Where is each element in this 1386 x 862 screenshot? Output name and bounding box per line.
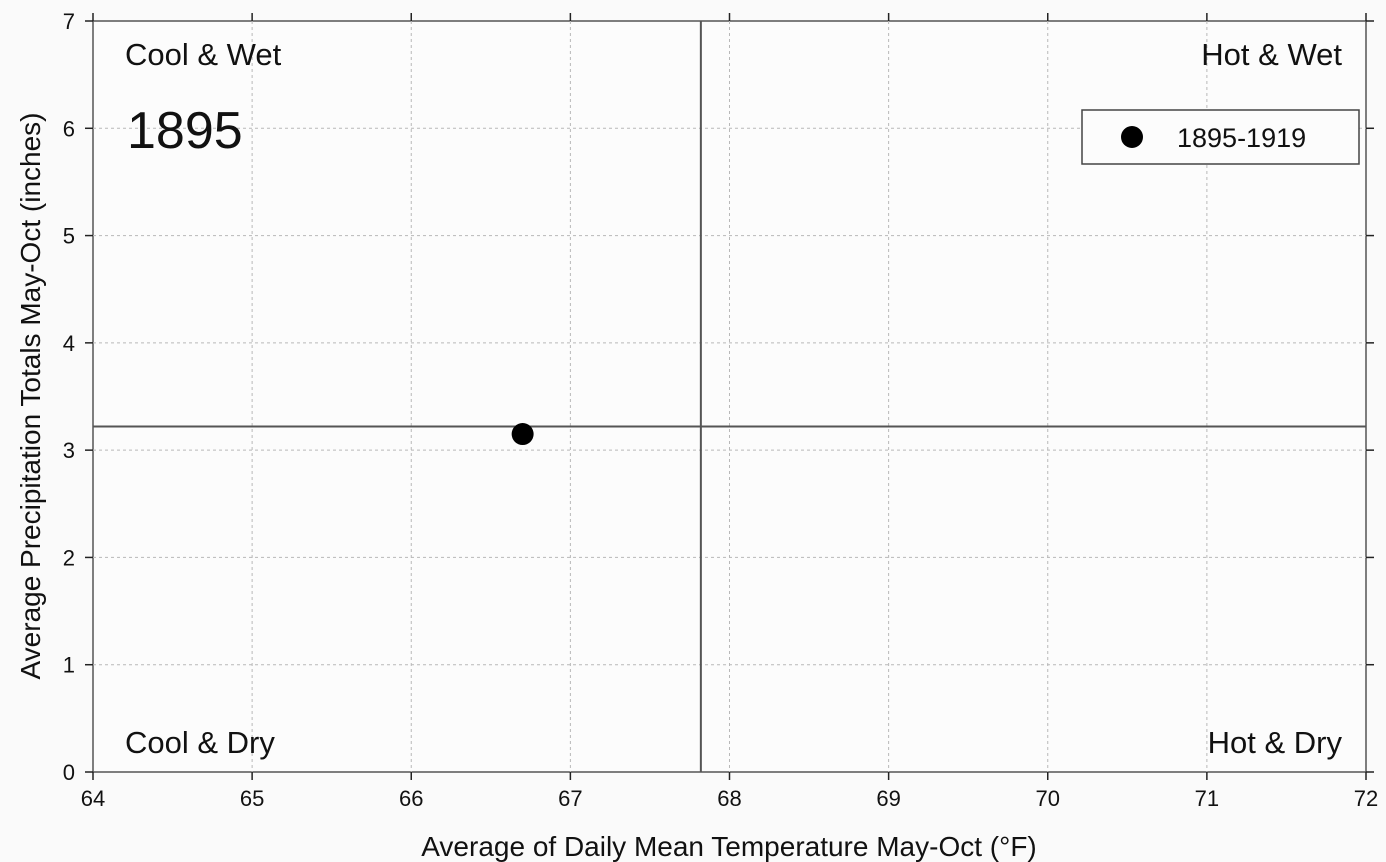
y-tick-label: 4 bbox=[63, 331, 75, 356]
x-tick-label: 67 bbox=[558, 786, 582, 811]
x-tick-label: 72 bbox=[1354, 786, 1378, 811]
data-point bbox=[511, 423, 534, 446]
y-tick-label: 3 bbox=[63, 438, 75, 463]
y-axis-label: Average Precipitation Totals May-Oct (in… bbox=[15, 113, 46, 680]
y-tick-label: 0 bbox=[63, 760, 75, 785]
x-tick-label: 68 bbox=[717, 786, 741, 811]
grid-lines bbox=[93, 21, 1366, 772]
legend: 1895-1919 bbox=[1081, 109, 1360, 165]
x-tick-label: 65 bbox=[240, 786, 264, 811]
quadrant-label-hot-dry: Hot & Dry bbox=[1208, 725, 1343, 760]
legend-label-series: 1895-1919 bbox=[1177, 123, 1306, 153]
y-tick-label: 5 bbox=[63, 224, 75, 249]
x-tick-label: 66 bbox=[399, 786, 423, 811]
x-tick-label: 70 bbox=[1036, 786, 1060, 811]
x-tick-label: 64 bbox=[81, 786, 105, 811]
year-annotation: 1895 bbox=[127, 102, 243, 160]
x-tick-label: 71 bbox=[1195, 786, 1219, 811]
y-tick-label: 1 bbox=[63, 653, 75, 678]
y-tick-label: 2 bbox=[63, 545, 75, 570]
axis-ticks bbox=[85, 13, 1374, 780]
y-tick-label: 7 bbox=[63, 9, 75, 34]
quadrant-label-hot-wet: Hot & Wet bbox=[1201, 37, 1342, 72]
y-tick-label: 6 bbox=[63, 116, 75, 141]
legend-marker bbox=[1121, 126, 1143, 148]
x-tick-label: 69 bbox=[876, 786, 900, 811]
quadrant-label-cool-dry: Cool & Dry bbox=[125, 725, 275, 760]
data-points bbox=[511, 423, 534, 446]
quadrant-label-cool-wet: Cool & Wet bbox=[125, 37, 282, 72]
x-axis-label: Average of Daily Mean Temperature May-Oc… bbox=[421, 831, 1037, 862]
